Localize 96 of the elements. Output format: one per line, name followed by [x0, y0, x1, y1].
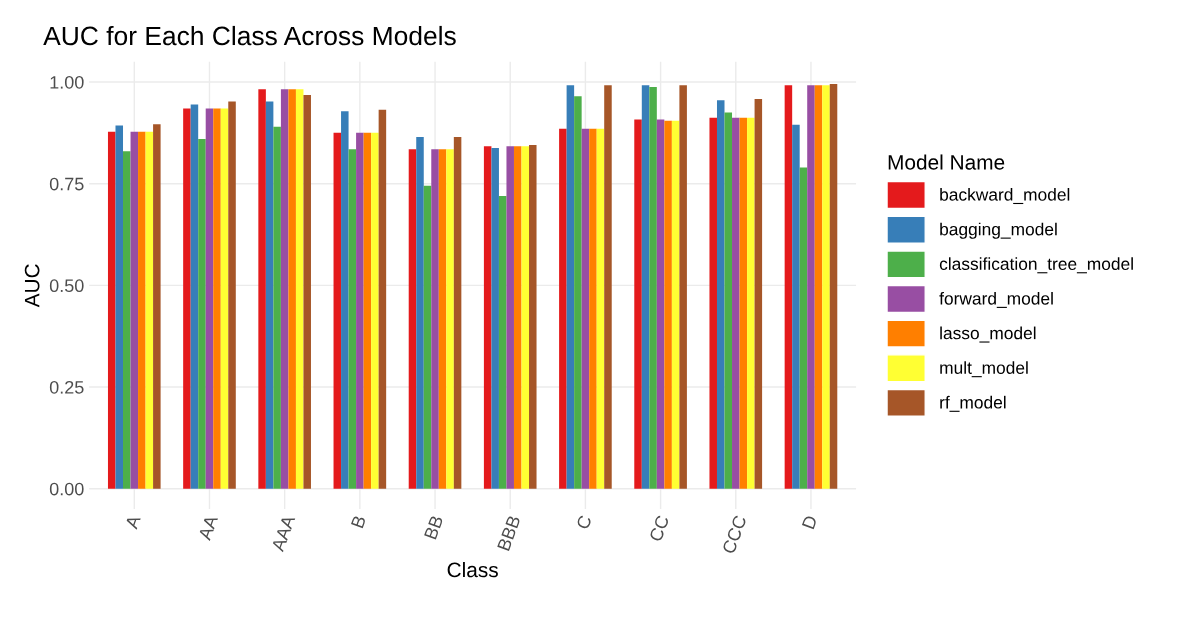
bar	[273, 126, 281, 489]
x-tick-label: BB	[424, 515, 444, 540]
x-tick-label: B	[351, 515, 366, 529]
bar	[295, 89, 304, 489]
bar	[348, 149, 357, 489]
bar	[732, 117, 740, 489]
bar	[213, 108, 221, 489]
bar	[483, 146, 492, 489]
x-tick-label: A	[124, 514, 141, 530]
bar	[792, 124, 800, 489]
x-tick-label: BBB	[497, 515, 521, 551]
bar	[829, 84, 838, 489]
bar	[513, 146, 522, 489]
bar	[634, 119, 642, 489]
legend-label: bagging_model	[940, 222, 1057, 239]
bar	[521, 146, 530, 489]
bar	[288, 89, 296, 489]
bar	[589, 128, 597, 489]
bar	[431, 149, 439, 489]
bar	[220, 108, 229, 489]
bar	[754, 99, 763, 489]
bar	[408, 149, 417, 489]
x-tick-label: CC	[648, 514, 670, 543]
legend-label: rf_model	[940, 395, 1006, 412]
bar	[747, 117, 755, 489]
bar	[138, 131, 146, 489]
x-tick-label: AA	[198, 514, 218, 541]
x-tick-label: D	[801, 514, 818, 530]
bar	[280, 89, 289, 489]
bar	[228, 101, 236, 489]
legend-label: mult_model	[940, 361, 1028, 378]
y-tick-label: 0.50	[49, 279, 84, 293]
bar	[664, 120, 672, 489]
legend-label: backward_model	[940, 188, 1070, 205]
x-axis-title: Class	[447, 561, 498, 578]
bar	[498, 195, 507, 489]
y-tick-label: 1.00	[50, 75, 84, 89]
bar	[814, 85, 823, 489]
bar	[581, 128, 590, 489]
bar	[198, 138, 206, 489]
bar	[679, 85, 687, 489]
y-tick-label: 0.25	[49, 380, 84, 394]
bar	[265, 101, 274, 489]
bar	[123, 151, 131, 489]
y-tick-label: 0.00	[49, 482, 84, 496]
y-axis-title: AUC	[24, 264, 40, 308]
bar	[130, 131, 139, 489]
bar	[205, 108, 214, 489]
bar	[303, 95, 311, 489]
bar	[341, 111, 349, 489]
x-tick-label: CCC	[721, 514, 747, 555]
bar	[604, 85, 612, 489]
bar	[559, 128, 567, 489]
bar	[333, 132, 342, 489]
y-tick-label: 0.75	[49, 177, 84, 191]
bar	[709, 117, 717, 489]
bar	[356, 132, 364, 489]
bar	[506, 146, 514, 489]
bar	[363, 132, 372, 489]
bar	[566, 85, 575, 489]
bar	[371, 132, 379, 489]
bar	[596, 128, 605, 489]
bar	[416, 136, 424, 489]
chart-title: AUC for Each Class Across Models	[43, 25, 456, 46]
bar	[671, 120, 680, 489]
legend-label: forward_model	[939, 291, 1053, 308]
x-tick-label: AAA	[271, 514, 296, 553]
bar	[446, 149, 454, 489]
bar	[529, 145, 537, 489]
bar	[784, 85, 793, 489]
bar	[822, 85, 830, 489]
bar	[378, 109, 387, 489]
bar	[649, 86, 657, 489]
legend-label: lasso_model	[940, 326, 1036, 343]
bar	[491, 147, 499, 489]
bar	[453, 136, 462, 489]
bar	[724, 112, 733, 489]
bar	[438, 149, 447, 489]
bar	[807, 85, 815, 489]
bar	[153, 124, 161, 489]
bar	[423, 185, 432, 489]
bar	[258, 89, 266, 489]
legend-title: Model Name	[888, 154, 1005, 170]
x-tick-label: C	[576, 514, 592, 530]
bar	[190, 104, 199, 489]
bar	[115, 125, 124, 489]
bar	[145, 131, 154, 489]
legend-label: classification_tree_model	[939, 257, 1133, 274]
bar	[799, 167, 808, 489]
bar	[641, 85, 650, 489]
bar	[739, 117, 748, 489]
bar	[183, 108, 191, 489]
bar	[656, 119, 665, 489]
bar	[716, 100, 725, 489]
bar	[107, 131, 116, 489]
bar	[574, 96, 582, 489]
